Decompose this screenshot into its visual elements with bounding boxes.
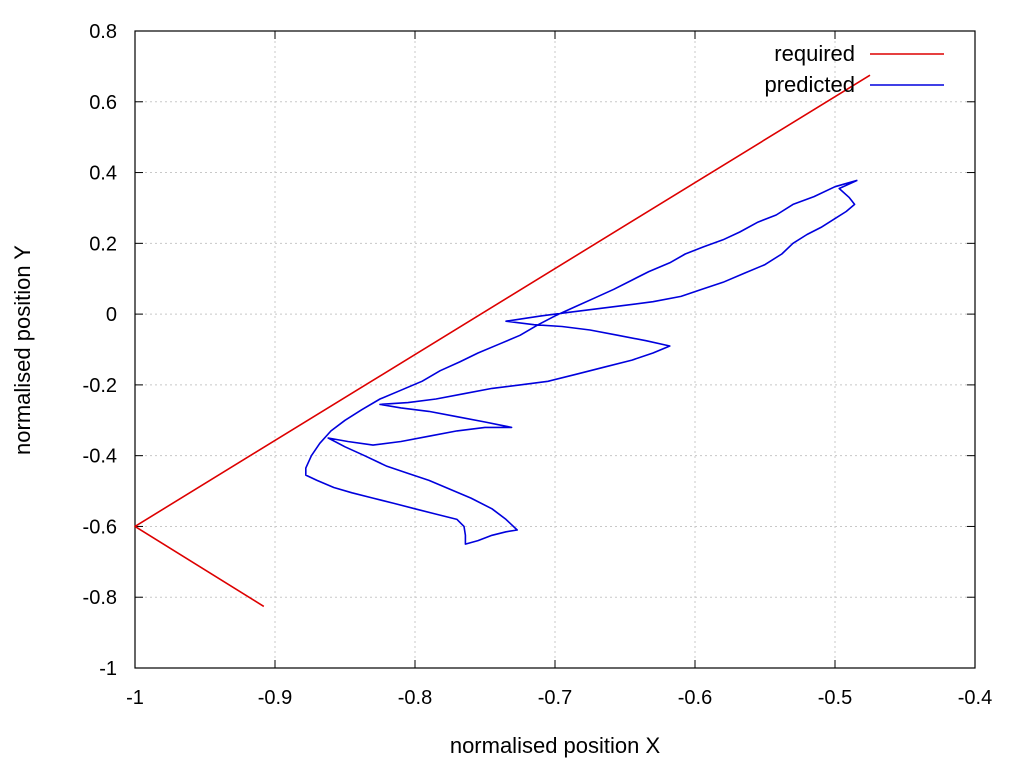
x-tick-label: -0.8 <box>398 687 432 709</box>
y-tick-label: 0.2 <box>89 233 117 255</box>
x-tick-label: -0.6 <box>678 687 712 709</box>
x-axis-label: normalised position X <box>450 733 661 758</box>
y-axis-label: normalised position Y <box>10 245 35 455</box>
y-tick-label: 0.8 <box>89 21 117 43</box>
y-tick-label: -0.8 <box>83 587 117 609</box>
legend-label-required: required <box>774 41 855 66</box>
x-tick-label: -0.9 <box>258 687 292 709</box>
y-tick-label: -1 <box>99 658 117 680</box>
y-tick-label: 0 <box>106 304 117 326</box>
series-line-required <box>134 74 871 608</box>
series-layer <box>134 74 871 608</box>
y-tick-label: 0.4 <box>89 163 117 185</box>
axis-ticks: -1 -0.9 -0.8 -0.7 -0.6 -0.5 -0.4 -1 -0.8 -0.6 -0.4… <box>83 21 993 709</box>
x-tick-label: -0.4 <box>958 687 992 709</box>
x-tick-label: -1 <box>126 687 144 709</box>
legend-label-predicted: predicted <box>764 72 855 97</box>
series-line-predicted <box>305 179 858 545</box>
x-tick-label: -0.7 <box>538 687 572 709</box>
x-tick-label: -0.5 <box>818 687 852 709</box>
y-tick-label: -0.4 <box>83 446 117 468</box>
y-tick-label: -0.2 <box>83 375 117 397</box>
y-tick-label: 0.6 <box>89 92 117 114</box>
grid <box>135 31 975 668</box>
y-tick-label: -0.6 <box>83 516 117 538</box>
legend: required predicted <box>764 41 944 97</box>
